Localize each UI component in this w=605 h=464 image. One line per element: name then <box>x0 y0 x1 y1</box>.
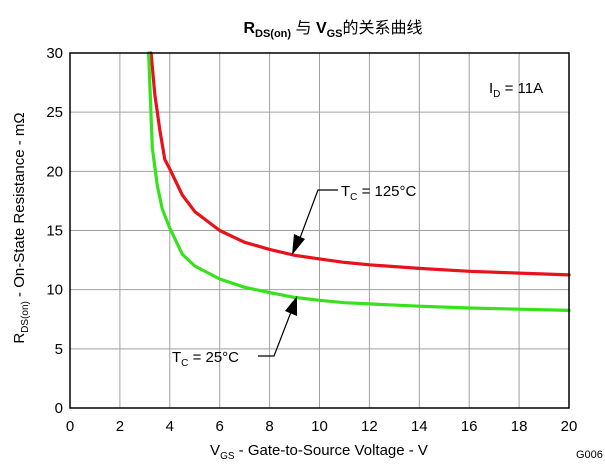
annotation-125c: TC = 125°C <box>292 183 417 255</box>
x-tick-label: 10 <box>311 418 328 435</box>
curves <box>147 51 571 312</box>
grid <box>70 53 569 408</box>
x-axis-label: VGS - Gate-to-Source Voltage - V <box>210 442 428 462</box>
x-tick-label: 8 <box>265 418 273 435</box>
x-tick-label: 6 <box>216 418 224 435</box>
plot-frame <box>69 52 570 409</box>
annotation-25c: TC = 25°C <box>172 296 297 369</box>
y-tick-label: 5 <box>55 341 63 358</box>
x-tick-label: 0 <box>66 418 74 435</box>
annotation-25c-leader <box>258 311 292 357</box>
y-tick-label: 10 <box>46 282 63 299</box>
x-tick-label: 18 <box>511 418 528 435</box>
x-tick-label: 2 <box>116 418 124 435</box>
y-tick-label: 15 <box>46 223 63 240</box>
x-tick-label: 4 <box>166 418 174 435</box>
chart-title: RDS(on) 与 VGS的关系曲线 <box>243 19 422 40</box>
y-tick-label: 25 <box>46 104 63 121</box>
condition-label: ID = 11A <box>489 80 543 100</box>
x-tick-label: 12 <box>361 418 378 435</box>
figure-code: G006 <box>576 449 603 461</box>
annotation-125c-leader <box>299 189 338 239</box>
x-tick-label: 16 <box>461 418 478 435</box>
annotation-125c-label: TC = 125°C <box>341 183 417 203</box>
x-tick-label: 20 <box>561 418 578 435</box>
annotation-25c-label: TC = 25°C <box>172 349 239 369</box>
y-tick-label: 0 <box>55 400 63 417</box>
y-tick-label: 20 <box>46 163 63 180</box>
x-tick-label: 14 <box>411 418 428 435</box>
y-axis-label: RDS(on) - On-State Resistance - mΩ <box>11 112 31 343</box>
y-tick-label: 30 <box>46 45 63 62</box>
curve-25c <box>147 51 571 312</box>
annotation-125c-arrowhead <box>292 234 305 255</box>
annotation-25c-arrowhead <box>285 296 297 316</box>
tick-labels: 0 2 4 6 8 10 12 14 16 18 20 0 5 10 15 20 25 30 <box>46 45 577 435</box>
curve-125c <box>149 51 571 277</box>
